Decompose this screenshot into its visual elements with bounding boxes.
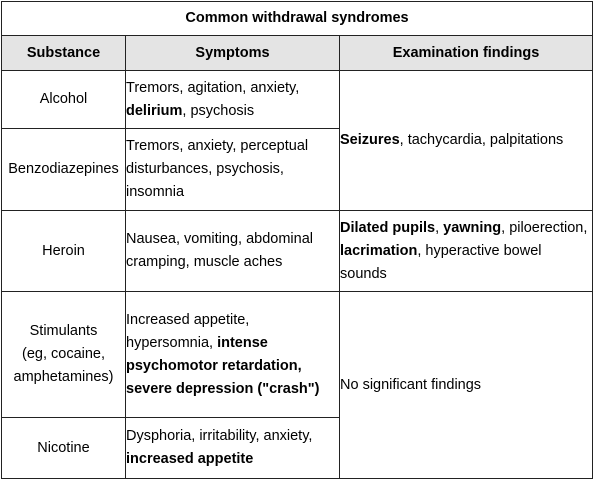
- findings-emphasis: lacrimation: [340, 242, 418, 259]
- table-row: Benzodiazepines Tremors, anxiety, percep…: [1, 128, 593, 211]
- findings-heroin: Dilated pupils, yawning, piloerection, l…: [338, 210, 593, 292]
- substance-benzodiazepines: Benzodiazepines: [1, 128, 126, 211]
- substance-label: Nicotine: [37, 439, 90, 456]
- findings-text: ,: [435, 219, 444, 236]
- substance-label: Benzodiazepines: [8, 161, 119, 177]
- table-row: Heroin Nausea, vomiting, abdominal cramp…: [1, 210, 593, 292]
- symptoms-nicotine: Dysphoria, irritability, anxiety, increa…: [125, 417, 340, 479]
- symptoms-text: Increased appetite, hypersomnia,: [126, 311, 250, 351]
- table-row: Nicotine Dysphoria, irritability, anxiet…: [1, 417, 593, 479]
- header-substance: Substance: [1, 35, 126, 71]
- symptoms-heroin: Nausea, vomiting, abdominal cramping, mu…: [125, 210, 340, 292]
- findings-emphasis: Seizures: [340, 132, 400, 148]
- symptoms-text: Tremors, anxiety, perceptual disturbance…: [126, 138, 309, 200]
- findings-text: No significant findings: [340, 376, 482, 393]
- substance-label: Heroin: [42, 242, 85, 259]
- table-row: Stimulants (eg, cocaine, amphetamines) Inc…: [1, 291, 593, 479]
- symptoms-emphasis: intense psychomotor retardation, severe …: [126, 334, 320, 397]
- findings-emphasis: Dilated pupils: [340, 219, 436, 236]
- findings-text: , piloerection,: [501, 219, 588, 236]
- symptoms-text: Nausea, vomiting, abdominal cramping, mu…: [126, 231, 313, 270]
- substance-nicotine: Nicotine: [1, 417, 126, 479]
- header-symptoms: Symptoms: [125, 35, 340, 71]
- symptoms-stimulants: Increased appetite, hypersomnia, intense…: [125, 291, 340, 418]
- substance-stimulants: Stimulants (eg, cocaine, amphetamines): [1, 291, 126, 418]
- substance-label: (eg, cocaine,: [21, 346, 106, 362]
- symptoms-emphasis: delirium: [126, 102, 183, 119]
- findings-alcohol-benzodiazepines: Seizures, tachycardia, palpitations: [338, 70, 593, 211]
- substance-label: Alcohol: [39, 91, 88, 107]
- table-title-row: Common withdrawal syndromes: [0, 1, 593, 36]
- substance-alcohol: Alcohol: [1, 70, 126, 129]
- findings-emphasis: yawning: [443, 219, 502, 236]
- symptoms-text: , psychosis: [182, 102, 255, 119]
- symptoms-alcohol: Tremors, agitation, anxiety, delirium, p…: [125, 70, 340, 129]
- table-row: Alcohol Tremors, agitation, anxiety, del…: [1, 70, 593, 211]
- substance-label: Stimulants: [29, 323, 98, 339]
- substance-label: amphetamines): [13, 369, 114, 385]
- table-title: Common withdrawal syndromes: [0, 1, 593, 36]
- table-header-row: Substance Symptoms Examination findings: [1, 35, 593, 71]
- symptoms-text: Tremors, agitation, anxiety,: [126, 79, 300, 96]
- symptoms-benzodiazepines: Tremors, anxiety, perceptual disturbance…: [125, 128, 340, 211]
- header-examination-findings: Examination findings: [338, 35, 593, 71]
- findings-stimulants-nicotine: No significant findings: [338, 291, 593, 479]
- substance-heroin: Heroin: [1, 210, 126, 292]
- findings-text: , hyperactive bowel sounds: [340, 242, 542, 282]
- findings-text: , tachycardia, palpitations: [399, 132, 564, 148]
- symptoms-emphasis: increased appetite: [126, 451, 254, 467]
- symptoms-text: Dysphoria, irritability, anxiety,: [126, 428, 313, 444]
